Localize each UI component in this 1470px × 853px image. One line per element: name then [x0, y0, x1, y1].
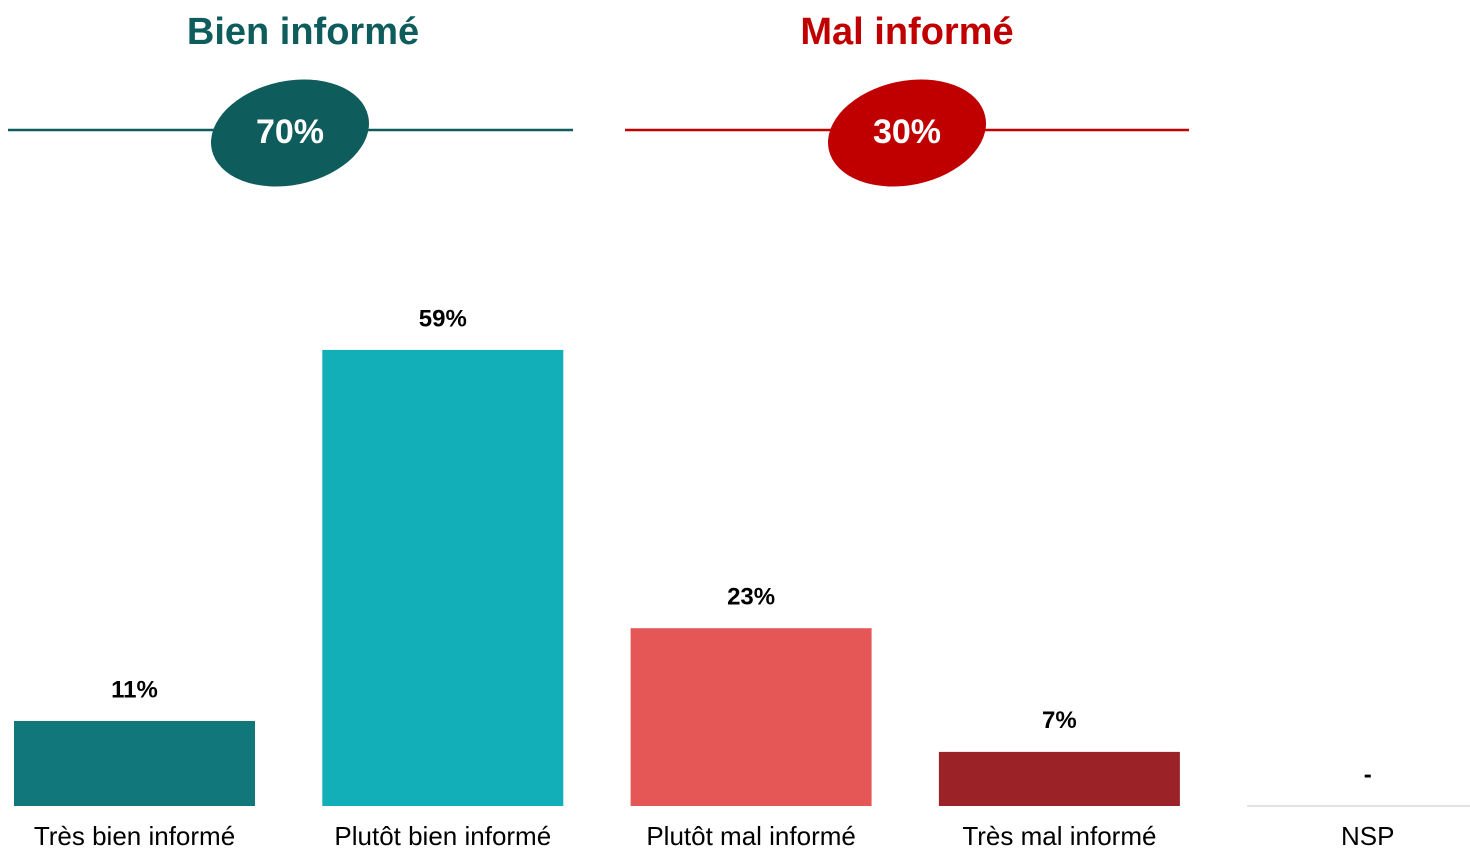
group-value: 70%: [256, 113, 324, 151]
bar: [938, 751, 1180, 806]
group-badge: [211, 79, 369, 187]
group-badge: [828, 79, 986, 187]
category-label: NSP: [1341, 821, 1394, 851]
value-label: 7%: [1042, 707, 1077, 734]
group-value: 30%: [873, 113, 941, 151]
group-title: Bien informé: [187, 11, 419, 53]
category-label: Très mal informé: [962, 821, 1156, 851]
value-label: -: [1364, 761, 1372, 788]
category-label: Plutôt mal informé: [646, 821, 856, 851]
bar: [14, 720, 255, 806]
category-label: Plutôt bien informé: [334, 821, 551, 851]
value-label: 59%: [419, 305, 467, 332]
bar: [322, 349, 564, 806]
bar: [630, 628, 872, 806]
group-title: Mal informé: [800, 11, 1013, 53]
value-label: 11%: [111, 676, 158, 703]
value-label: 23%: [727, 584, 775, 611]
category-label: Très bien informé: [34, 821, 235, 851]
